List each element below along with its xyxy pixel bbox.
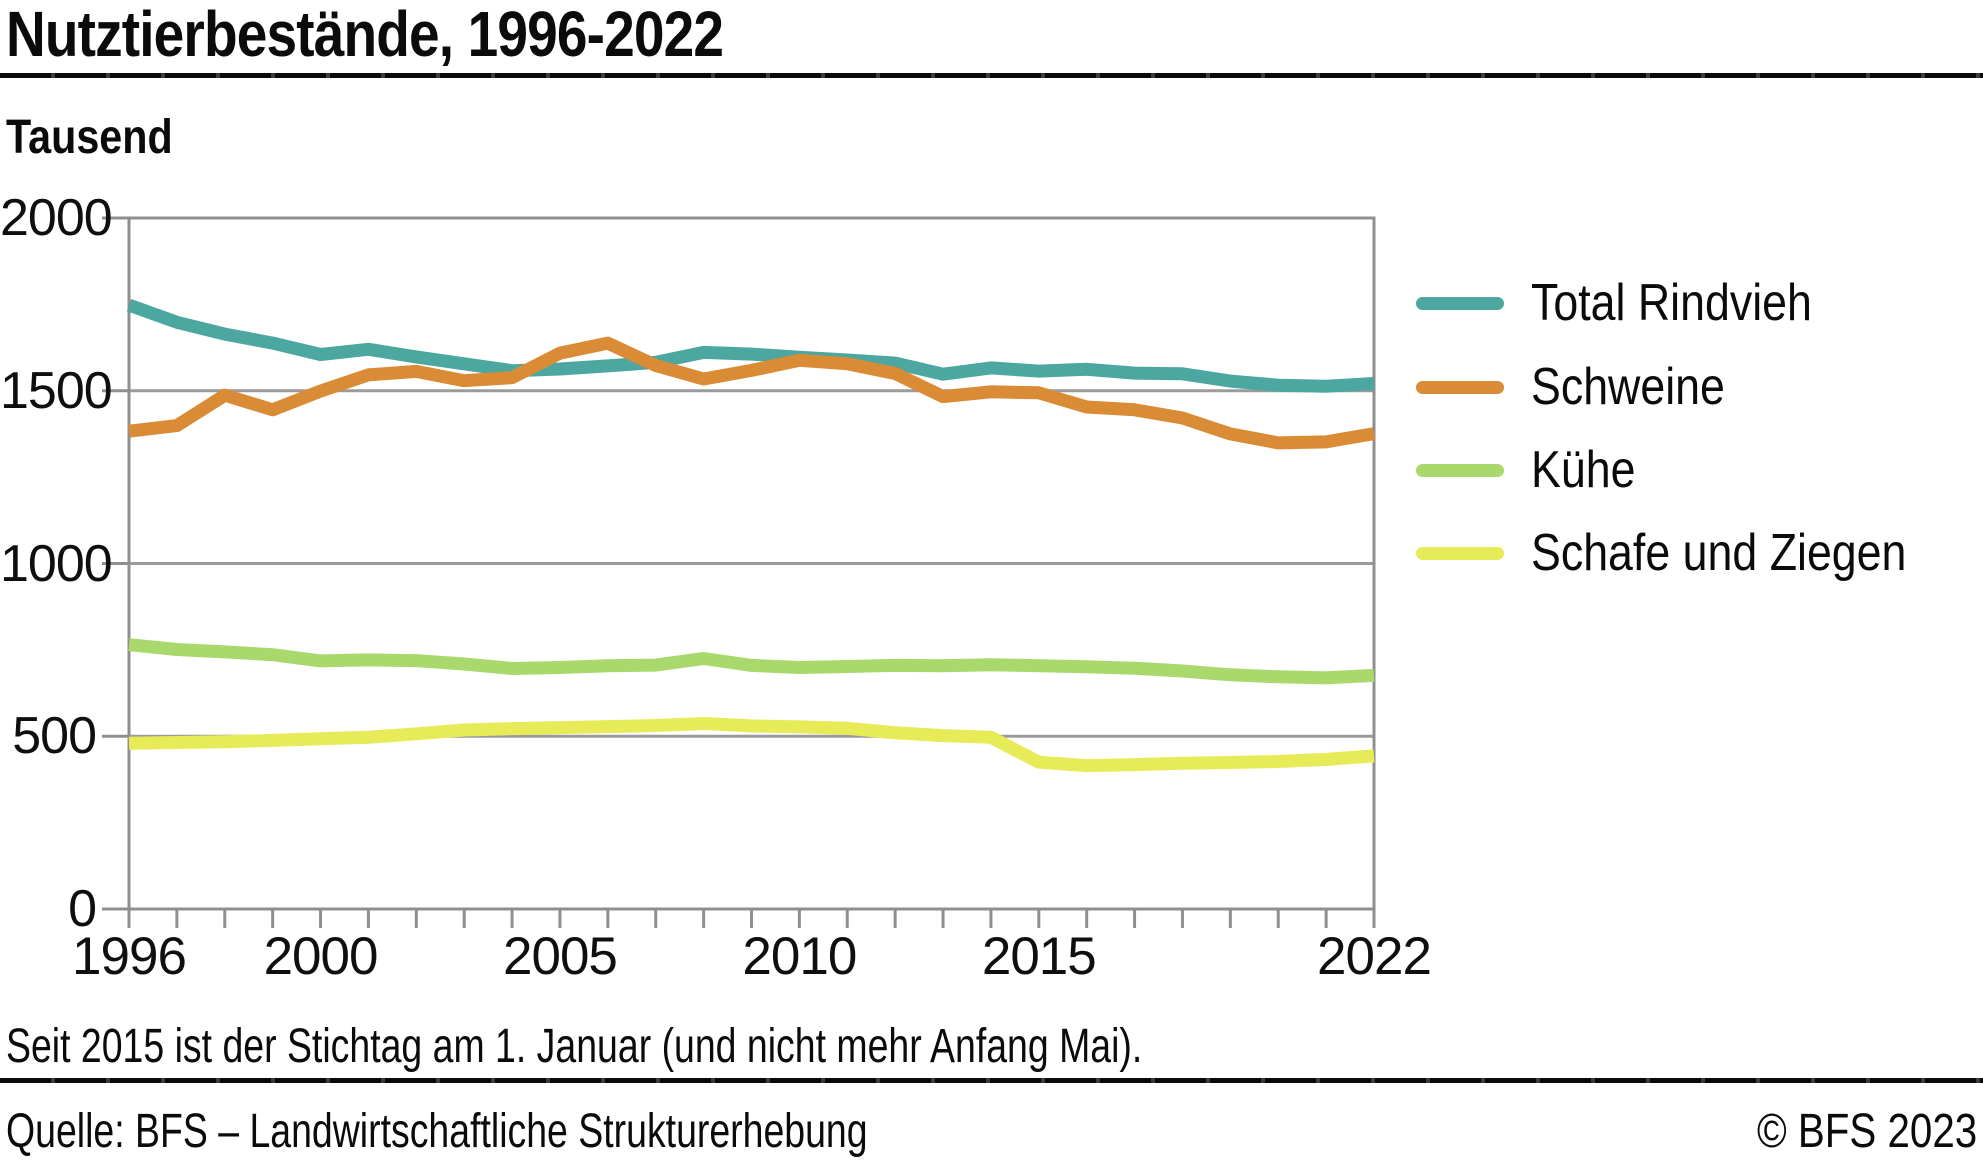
legend-swatch-total-rindvieh xyxy=(1416,296,1504,310)
x-axis-label-2015: 2015 xyxy=(981,927,1097,986)
series-line-schafe-und-ziegen xyxy=(128,717,1375,773)
legend-item-total-rindvieh: Total Rindvieh xyxy=(1416,272,1858,334)
x-axis-label-2010: 2010 xyxy=(742,927,857,986)
chart-footnote: Seit 2015 ist der Stichtag am 1. Januar … xyxy=(6,1020,1143,1073)
y-axis-unit-label: Tausend xyxy=(6,111,173,164)
footer-divider-rule xyxy=(0,1078,1983,1083)
y-axis-label-1000: 1000 xyxy=(0,534,113,593)
series-line-k-he xyxy=(128,638,1375,685)
x-axis-label-2022: 2022 xyxy=(1317,927,1432,986)
x-axis-label-2005: 2005 xyxy=(503,927,618,986)
y-axis-label-1500: 1500 xyxy=(0,361,113,420)
x-axis-label-2000: 2000 xyxy=(263,927,379,986)
x-axis-label-1996: 1996 xyxy=(72,927,187,986)
legend-label-schweine: Schweine xyxy=(1531,358,1725,416)
y-axis-label-0: 0 xyxy=(68,880,97,938)
title-divider-rule xyxy=(0,73,1983,78)
legend-item-schafe-ziegen: Schafe und Ziegen xyxy=(1416,522,1968,584)
legend-label-schafe-ziegen: Schafe und Ziegen xyxy=(1531,524,1907,582)
copyright-text: © BFS 2023 xyxy=(1756,1105,1977,1158)
legend-swatch-schafe-ziegen xyxy=(1416,546,1504,560)
y-axis-label-500: 500 xyxy=(12,707,97,766)
legend-swatch-schweine xyxy=(1416,380,1504,394)
legend-item-schweine: Schweine xyxy=(1416,356,1756,418)
series-line-total-rindvieh xyxy=(126,298,1375,393)
legend-label-total-rindvieh: Total Rindvieh xyxy=(1531,274,1812,332)
source-text: Quelle: BFS – Landwirtschaftliche Strukt… xyxy=(6,1105,868,1158)
y-axis-label-2000: 2000 xyxy=(0,189,113,247)
series-line-schweine xyxy=(128,336,1376,450)
legend-swatch-kuehe xyxy=(1416,463,1504,477)
legend-item-kuehe: Kühe xyxy=(1416,439,1652,501)
legend-label-kuehe: Kühe xyxy=(1531,441,1636,499)
chart-title: Nutztierbestände, 1996-2022 xyxy=(6,0,724,70)
